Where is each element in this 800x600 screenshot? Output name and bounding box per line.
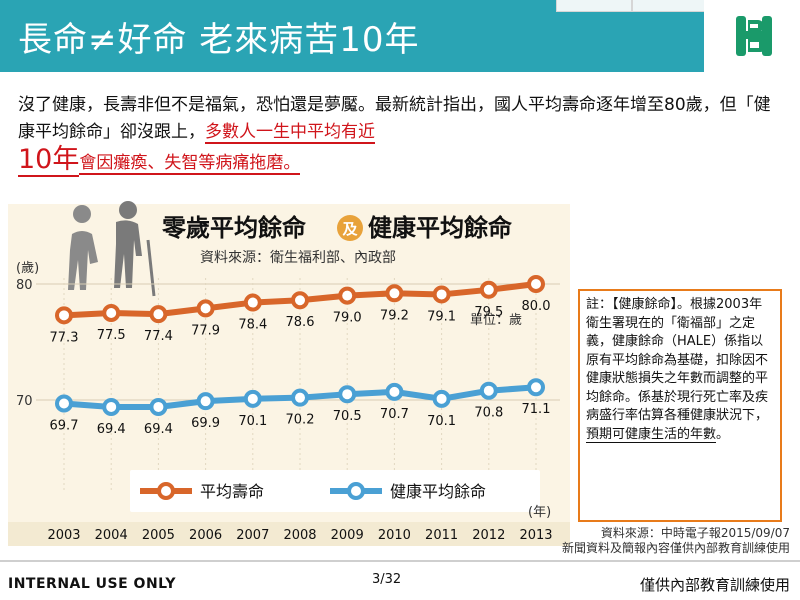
chart-title-2: 健康平均餘命 xyxy=(368,214,513,242)
data-label: 77.4 xyxy=(144,329,173,344)
chart-title: 零歲平均餘命 xyxy=(161,214,307,242)
data-label: 70.1 xyxy=(238,414,267,429)
source-line1: 資料來源：中時電子報2015/09/07 xyxy=(600,526,790,540)
page-number: 3/32 xyxy=(372,572,402,587)
data-point xyxy=(243,293,262,312)
data-point xyxy=(291,388,309,407)
data-label: 78.4 xyxy=(238,318,267,333)
data-point xyxy=(338,385,357,404)
data-label: 78.6 xyxy=(286,315,315,330)
unit-note: 單位：歲 xyxy=(470,313,522,328)
intro-paragraph: 沒了健康，長壽非但不是福氣，恐怕還是夢魘。最新統計指出，國人平均壽命逐年增至80… xyxy=(18,92,778,177)
chart-title-connector: 及 xyxy=(342,220,358,238)
header-decor-box xyxy=(632,0,708,12)
data-label: 70.5 xyxy=(333,409,362,424)
data-point xyxy=(385,284,404,303)
x-tick-label: 2004 xyxy=(95,528,128,543)
data-point xyxy=(196,392,215,411)
header-decor-box xyxy=(556,0,632,12)
data-point xyxy=(196,299,215,318)
data-point xyxy=(149,305,168,324)
x-tick-label: 2012 xyxy=(472,528,505,543)
y-tick-label: 70 xyxy=(16,394,33,409)
data-label: 77.5 xyxy=(97,328,126,343)
note-underlined: 預期可健康生活的年數 xyxy=(586,426,717,443)
data-point xyxy=(432,389,451,408)
data-label: 70.2 xyxy=(286,413,315,428)
legend-label: 平均壽命 xyxy=(200,482,264,501)
data-label: 69.9 xyxy=(191,416,220,431)
data-point xyxy=(338,286,357,305)
data-label: 79.1 xyxy=(427,309,456,324)
x-tick-label: 2009 xyxy=(331,528,364,543)
footer-note: 僅供內部教育訓練使用 xyxy=(639,576,790,594)
data-label: 69.4 xyxy=(144,422,173,437)
data-point xyxy=(385,382,404,401)
x-tick-label: 2013 xyxy=(519,528,552,543)
elderly-woman-head-icon xyxy=(73,205,91,223)
footer-internal: INTERNAL USE ONLY xyxy=(8,576,177,592)
note-end: 。 xyxy=(716,426,730,442)
life-expectancy-chart: 零歲平均餘命及健康平均餘命資料來源：衛生福利部、內政部(歲)7080單位：歲77… xyxy=(8,201,570,546)
data-point xyxy=(479,381,498,400)
x-tick-label: 2006 xyxy=(189,528,222,543)
data-point xyxy=(55,394,73,413)
legend-label: 健康平均餘命 xyxy=(390,482,486,501)
y-axis-label: (歲) xyxy=(16,261,39,276)
elderly-man-head-icon xyxy=(119,201,137,219)
data-point xyxy=(243,389,262,408)
data-label: 70.7 xyxy=(380,407,409,422)
note-text: 註：【健康餘命】。根據2003年衛生署現在的「衛福部」之定義，健康餘命（HALE… xyxy=(586,297,769,423)
x-axis-band xyxy=(8,522,570,546)
intro-highlight-end: 會因癱瘓、失智等病痛拖磨。 xyxy=(79,153,301,175)
fubon-logo-icon xyxy=(736,16,772,56)
data-point xyxy=(55,306,73,325)
data-point xyxy=(527,378,545,397)
x-tick-label: 2011 xyxy=(425,528,458,543)
x-axis-label: (年) xyxy=(528,505,551,520)
x-tick-label: 2008 xyxy=(283,528,316,543)
footer-bar: INTERNAL USE ONLY 3/32 僅供內部教育訓練使用 xyxy=(0,560,800,600)
data-point xyxy=(102,397,121,416)
data-label: 71.1 xyxy=(522,402,551,417)
definition-note: 註：【健康餘命】。根據2003年衛生署現在的「衛福部」之定義，健康餘命（HALE… xyxy=(578,289,782,522)
intro-text: 沒了健康，長壽非但不是福氣，恐怕還是夢魘。最新統計指出，國人平均壽命逐年增至80… xyxy=(18,95,771,142)
y-tick-label: 80 xyxy=(16,278,33,293)
source-citation: 資料來源：中時電子報2015/09/07 新聞資料及簡報內容僅供內部教育訓練使用 xyxy=(562,526,790,556)
slide-title: 長命≠好命 老來病苦10年 xyxy=(18,20,420,60)
data-label: 80.0 xyxy=(522,299,551,314)
title-connector-badge xyxy=(337,215,363,241)
elderly-woman-icon xyxy=(68,231,98,290)
x-tick-label: 2007 xyxy=(236,528,269,543)
header-bar: 長命≠好命 老來病苦10年 xyxy=(0,0,800,72)
data-label: 77.9 xyxy=(191,323,220,338)
data-label: 79.2 xyxy=(380,308,409,323)
data-point xyxy=(291,291,309,310)
source-line2: 新聞資料及簡報內容僅供內部教育訓練使用 xyxy=(561,541,790,555)
elderly-man-icon xyxy=(114,220,142,288)
data-label: 77.3 xyxy=(50,330,79,345)
walking-cane-icon xyxy=(146,239,156,297)
x-tick-label: 2010 xyxy=(378,528,411,543)
data-label: 70.1 xyxy=(427,414,456,429)
data-point xyxy=(102,304,121,322)
x-tick-label: 2003 xyxy=(47,528,80,543)
data-point xyxy=(149,397,168,416)
data-label: 79.0 xyxy=(333,311,362,326)
x-tick-label: 2005 xyxy=(142,528,175,543)
logo-container xyxy=(704,0,800,72)
intro-highlight-big: 10年 xyxy=(18,144,80,177)
legend-marker xyxy=(157,482,175,500)
data-point xyxy=(432,285,451,304)
data-label: 69.7 xyxy=(50,418,79,433)
data-point xyxy=(479,280,498,299)
data-label: 70.8 xyxy=(474,406,503,421)
intro-highlight: 多數人一生中平均有近 xyxy=(205,122,375,144)
data-point xyxy=(527,275,545,293)
legend-marker xyxy=(347,482,365,500)
data-label: 79.5 xyxy=(474,305,503,320)
data-label: 69.4 xyxy=(97,422,126,437)
chart-subtitle: 資料來源：衛生福利部、內政部 xyxy=(200,250,396,266)
